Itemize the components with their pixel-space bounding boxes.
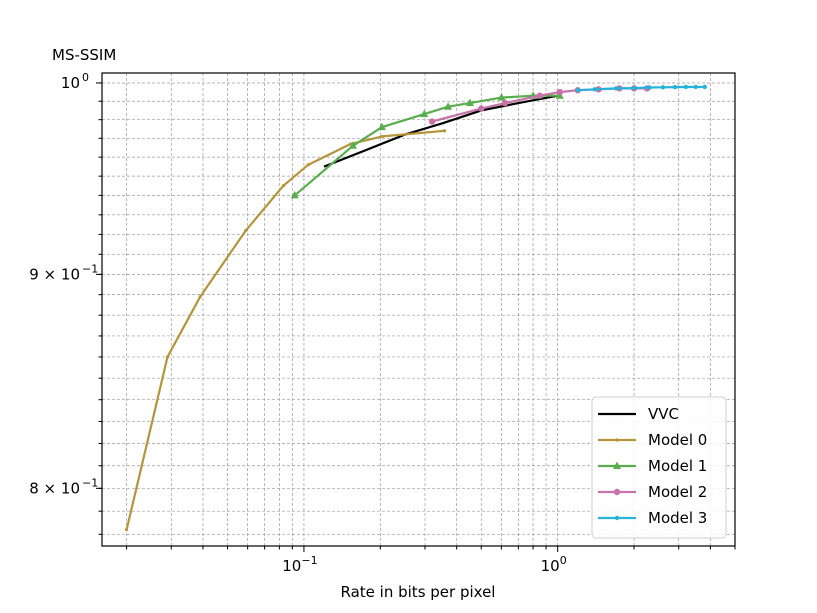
data-point bbox=[501, 99, 509, 107]
legend-label: Model 1 bbox=[648, 457, 707, 475]
data-point bbox=[428, 118, 436, 125]
data-point bbox=[306, 163, 310, 167]
y-tick-label: 9 × 10 −1 bbox=[29, 262, 98, 283]
series-line bbox=[323, 94, 558, 168]
data-point bbox=[377, 122, 386, 131]
data-point bbox=[693, 84, 698, 90]
data-point bbox=[497, 93, 506, 101]
data-point bbox=[556, 88, 564, 96]
data-point bbox=[444, 102, 453, 110]
data-point bbox=[672, 84, 678, 90]
data-point bbox=[613, 86, 619, 91]
data-point bbox=[165, 355, 170, 359]
y-axis-label: MS-SSIM bbox=[52, 46, 116, 64]
data-point bbox=[290, 190, 299, 199]
data-point bbox=[575, 88, 580, 93]
series-line bbox=[577, 85, 705, 92]
data-point bbox=[442, 129, 447, 133]
legend-item: Model 1 bbox=[598, 457, 707, 475]
data-point bbox=[702, 84, 707, 90]
data-point bbox=[348, 141, 357, 149]
data-point bbox=[631, 85, 637, 91]
y-tick-label: 10 0 bbox=[61, 71, 89, 92]
legend-label: Model 2 bbox=[648, 483, 707, 501]
x-tick-label: 10−1 bbox=[282, 554, 317, 575]
legend-item: Model 2 bbox=[598, 483, 707, 501]
data-point bbox=[683, 84, 689, 90]
data-point bbox=[613, 461, 621, 469]
legend-label: Model 0 bbox=[648, 431, 707, 449]
y-tick-label: 8 × 10 −1 bbox=[29, 476, 98, 497]
legend-box bbox=[591, 396, 727, 539]
x-axis-label: Rate in bits per pixel bbox=[341, 583, 496, 601]
series-model-3 bbox=[575, 84, 707, 93]
legend: VVC Model 0 Model 1 Model 2 Model 3 bbox=[591, 396, 727, 539]
data-point bbox=[478, 105, 485, 112]
data-point bbox=[613, 488, 621, 496]
legend-item: VVC bbox=[598, 405, 679, 423]
data-point bbox=[420, 109, 429, 118]
data-point bbox=[615, 438, 619, 442]
data-point bbox=[536, 92, 543, 99]
data-point bbox=[465, 98, 474, 107]
series-layer bbox=[124, 84, 707, 532]
data-point bbox=[380, 134, 385, 139]
data-point bbox=[198, 295, 202, 299]
data-point bbox=[647, 85, 652, 90]
data-point bbox=[244, 228, 248, 233]
data-point bbox=[614, 515, 620, 521]
legend-item: Model 3 bbox=[598, 509, 707, 527]
data-point bbox=[660, 85, 666, 90]
data-point bbox=[124, 528, 129, 532]
series-vvc bbox=[323, 94, 558, 168]
data-point bbox=[592, 87, 597, 92]
data-point bbox=[281, 184, 286, 188]
legend-label: Model 3 bbox=[648, 509, 707, 527]
plot-frame bbox=[101, 72, 736, 547]
x-tick-label: 100 bbox=[541, 554, 567, 575]
legend-item: Model 0 bbox=[598, 431, 707, 449]
legend-label: VVC bbox=[648, 405, 679, 423]
